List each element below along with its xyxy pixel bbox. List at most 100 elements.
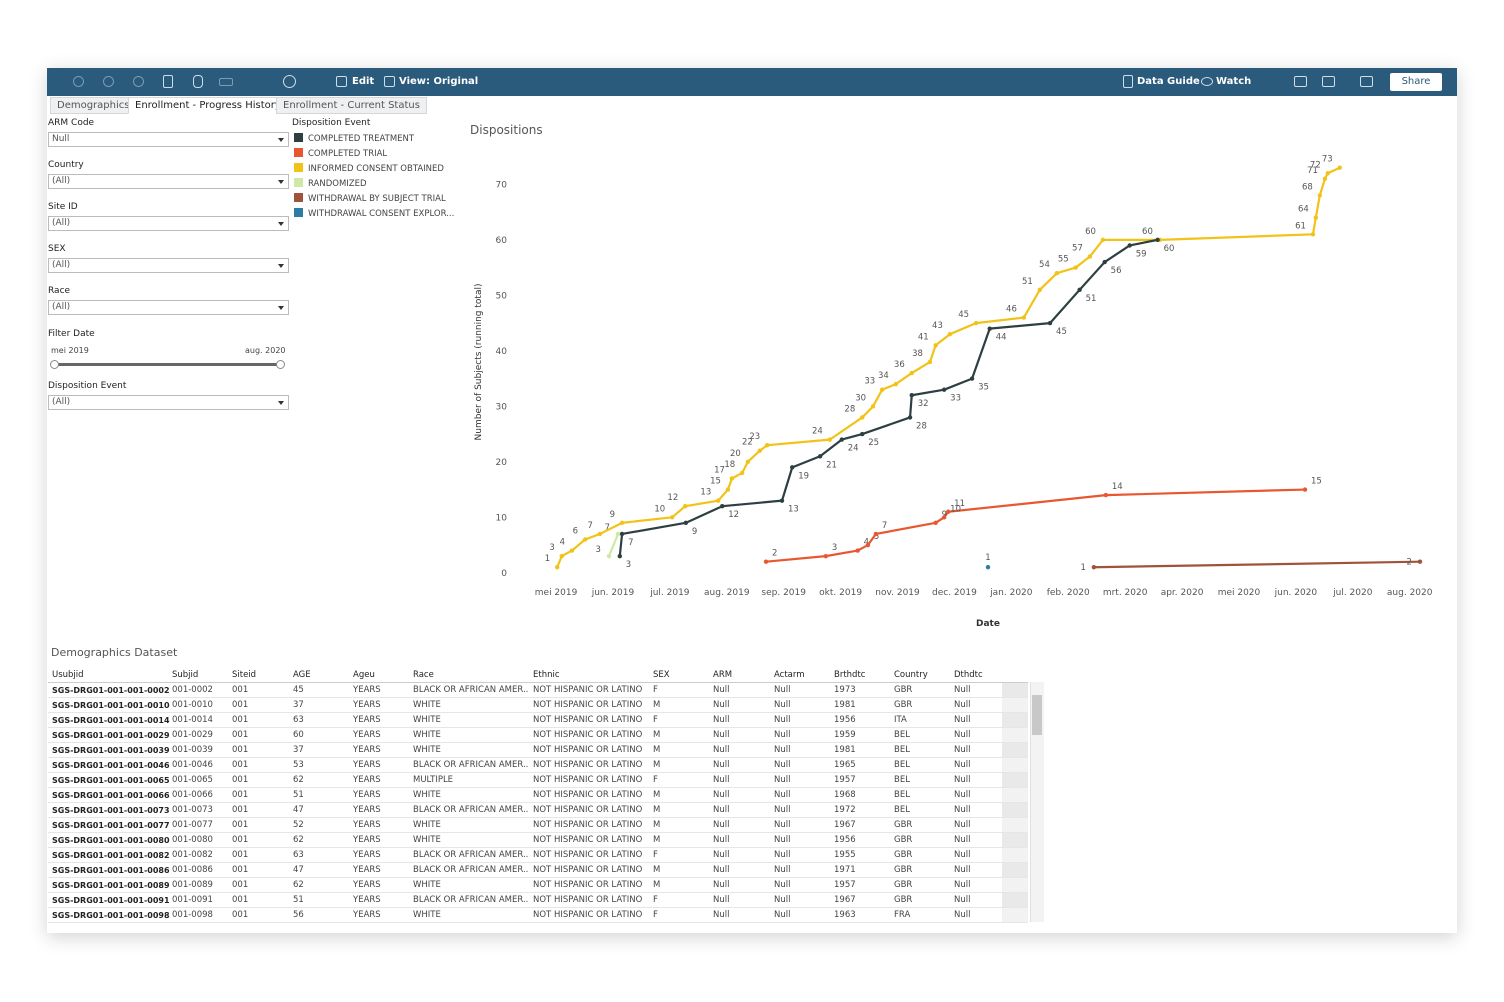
table-row[interactable] xyxy=(48,908,1028,923)
table-row[interactable] xyxy=(48,713,1028,728)
y-axis-label: Number of Subjects (running total) xyxy=(474,284,484,441)
table-row[interactable] xyxy=(48,788,1028,803)
table-cell: SGS-DRG01-001-001-0046 xyxy=(52,761,170,770)
table-row[interactable] xyxy=(48,893,1028,908)
filter-dropdown[interactable]: (All) xyxy=(48,300,289,315)
table-row[interactable] xyxy=(48,758,1028,773)
edit-button[interactable]: Edit xyxy=(352,76,375,87)
table-header: Brthdtc xyxy=(834,670,866,680)
refresh-icon[interactable] xyxy=(163,75,173,88)
table-cell: 63 xyxy=(293,850,304,860)
filter-dropdown[interactable]: (All) xyxy=(48,174,289,189)
slider-handle[interactable] xyxy=(276,360,285,369)
revert-icon[interactable] xyxy=(133,76,144,87)
table-cell: 1956 xyxy=(834,715,856,725)
table-cell: 001-0091 xyxy=(172,895,213,905)
pause-icon[interactable] xyxy=(193,75,203,88)
watch-icon[interactable] xyxy=(1201,77,1213,86)
table-cell: 001 xyxy=(232,730,249,740)
table-header: Actarm xyxy=(774,670,805,680)
table-cell: Null xyxy=(774,745,791,755)
table-cell: M xyxy=(653,700,661,710)
comment-icon[interactable] xyxy=(1294,76,1307,87)
legend-swatch xyxy=(294,133,303,142)
data-label: 60 xyxy=(1085,227,1096,237)
data-label: 44 xyxy=(996,333,1007,343)
table-header: Country xyxy=(894,670,928,680)
table-row[interactable] xyxy=(48,683,1028,698)
table-row[interactable] xyxy=(48,773,1028,788)
data-point xyxy=(947,331,953,337)
table-cell: Null xyxy=(954,775,971,785)
table-row[interactable] xyxy=(48,863,1028,878)
table-cell: GBR xyxy=(894,880,913,890)
data-point xyxy=(720,504,725,509)
data-guide-icon[interactable] xyxy=(1123,75,1133,88)
table-row[interactable] xyxy=(48,833,1028,848)
legend-label: RANDOMIZED xyxy=(308,179,367,189)
table-cell: Null xyxy=(954,745,971,755)
replay-icon[interactable] xyxy=(219,78,233,86)
x-tick-label: jul. 2020 xyxy=(1332,588,1373,598)
table-cell: NOT HISPANIC OR LATINO xyxy=(533,835,643,845)
data-label: 2 xyxy=(1407,558,1412,568)
legend-item[interactable]: COMPLETED TRIAL xyxy=(294,148,387,163)
legend-item[interactable]: WITHDRAWAL CONSENT EXPLOR... xyxy=(294,208,454,223)
table-cell: Null xyxy=(713,835,730,845)
share-button[interactable]: Share xyxy=(1390,73,1442,91)
table-row[interactable] xyxy=(48,803,1028,818)
table-header: Race xyxy=(413,670,434,680)
data-point xyxy=(941,515,947,520)
table-row[interactable] xyxy=(48,878,1028,893)
filter-label: Country xyxy=(48,160,84,170)
metrics-icon[interactable] xyxy=(283,75,296,88)
legend-item[interactable]: RANDOMIZED xyxy=(294,178,367,193)
redo-icon[interactable] xyxy=(103,76,114,87)
table-cell: YEARS xyxy=(353,880,381,890)
legend-label: WITHDRAWAL CONSENT EXPLOR... xyxy=(308,209,455,219)
table-cell: 45 xyxy=(293,685,304,695)
legend-item[interactable]: COMPLETED TREATMENT xyxy=(294,133,414,148)
table-row[interactable] xyxy=(48,698,1028,713)
view-button[interactable]: View: Original xyxy=(399,76,479,87)
y-tick-label: 20 xyxy=(496,458,508,468)
slider-handle[interactable] xyxy=(50,360,59,369)
table-row[interactable] xyxy=(48,818,1028,833)
legend-item[interactable]: WITHDRAWAL BY SUBJECT TRIAL xyxy=(294,193,446,208)
data-point xyxy=(1337,165,1342,170)
scrollbar-thumb[interactable] xyxy=(1032,695,1042,735)
undo-icon[interactable] xyxy=(73,76,84,87)
fullscreen-icon[interactable] xyxy=(1360,76,1373,87)
view-icon[interactable] xyxy=(384,76,395,87)
data-point xyxy=(1302,487,1308,492)
data-point xyxy=(1310,232,1316,237)
x-tick-label: sep. 2019 xyxy=(761,588,806,598)
table-cell: Null xyxy=(954,715,971,725)
data-label: 43 xyxy=(932,321,943,331)
tab[interactable]: Demographics xyxy=(50,97,137,114)
edit-icon[interactable] xyxy=(336,76,347,87)
table-cell: 001-0086 xyxy=(172,865,213,875)
filter-dropdown[interactable]: (All) xyxy=(48,258,289,273)
filter-dropdown[interactable]: (All) xyxy=(48,216,289,231)
table-cell: 001-0089 xyxy=(172,880,213,890)
data-guide-button[interactable]: Data Guide xyxy=(1137,76,1200,87)
table-cell: Null xyxy=(774,730,791,740)
table-cell: Null xyxy=(713,865,730,875)
legend-item[interactable]: INFORMED CONSENT OBTAINED xyxy=(294,163,444,178)
filter-dropdown[interactable]: (All) xyxy=(48,395,289,410)
x-tick-label: mei 2019 xyxy=(535,588,578,598)
table-cell: M xyxy=(653,745,661,755)
table-cell: SGS-DRG01-001-001-0066 xyxy=(52,791,170,800)
tab[interactable]: Enrollment - Progress History xyxy=(128,97,288,114)
filter-dropdown[interactable]: Null xyxy=(48,132,289,147)
table-cell: WHITE xyxy=(413,715,441,725)
table-cell: YEARS xyxy=(353,790,381,800)
tab[interactable]: Enrollment - Current Status xyxy=(276,97,427,114)
data-label: 60 xyxy=(1164,244,1175,254)
watch-button[interactable]: Watch xyxy=(1216,76,1252,87)
table-row[interactable] xyxy=(48,743,1028,758)
table-row[interactable] xyxy=(48,728,1028,743)
table-row[interactable] xyxy=(48,848,1028,863)
download-icon[interactable] xyxy=(1322,76,1335,87)
